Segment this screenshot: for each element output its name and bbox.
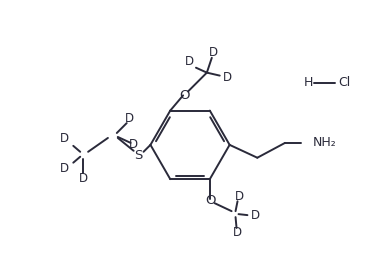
Text: NH₂: NH₂ [313, 136, 336, 149]
Text: D: D [251, 209, 260, 221]
Text: D: D [233, 227, 242, 239]
Text: D: D [235, 190, 244, 203]
Text: D: D [223, 71, 232, 84]
Text: D: D [209, 46, 218, 59]
Text: D: D [125, 112, 134, 125]
Text: O: O [179, 89, 189, 102]
Text: D: D [185, 55, 194, 68]
Text: D: D [129, 138, 138, 151]
Text: O: O [205, 194, 216, 207]
Text: S: S [134, 149, 143, 162]
Text: D: D [60, 133, 69, 145]
Text: D: D [79, 172, 88, 185]
Text: Cl: Cl [338, 76, 351, 89]
Text: D: D [60, 162, 69, 175]
Text: H: H [304, 76, 313, 89]
